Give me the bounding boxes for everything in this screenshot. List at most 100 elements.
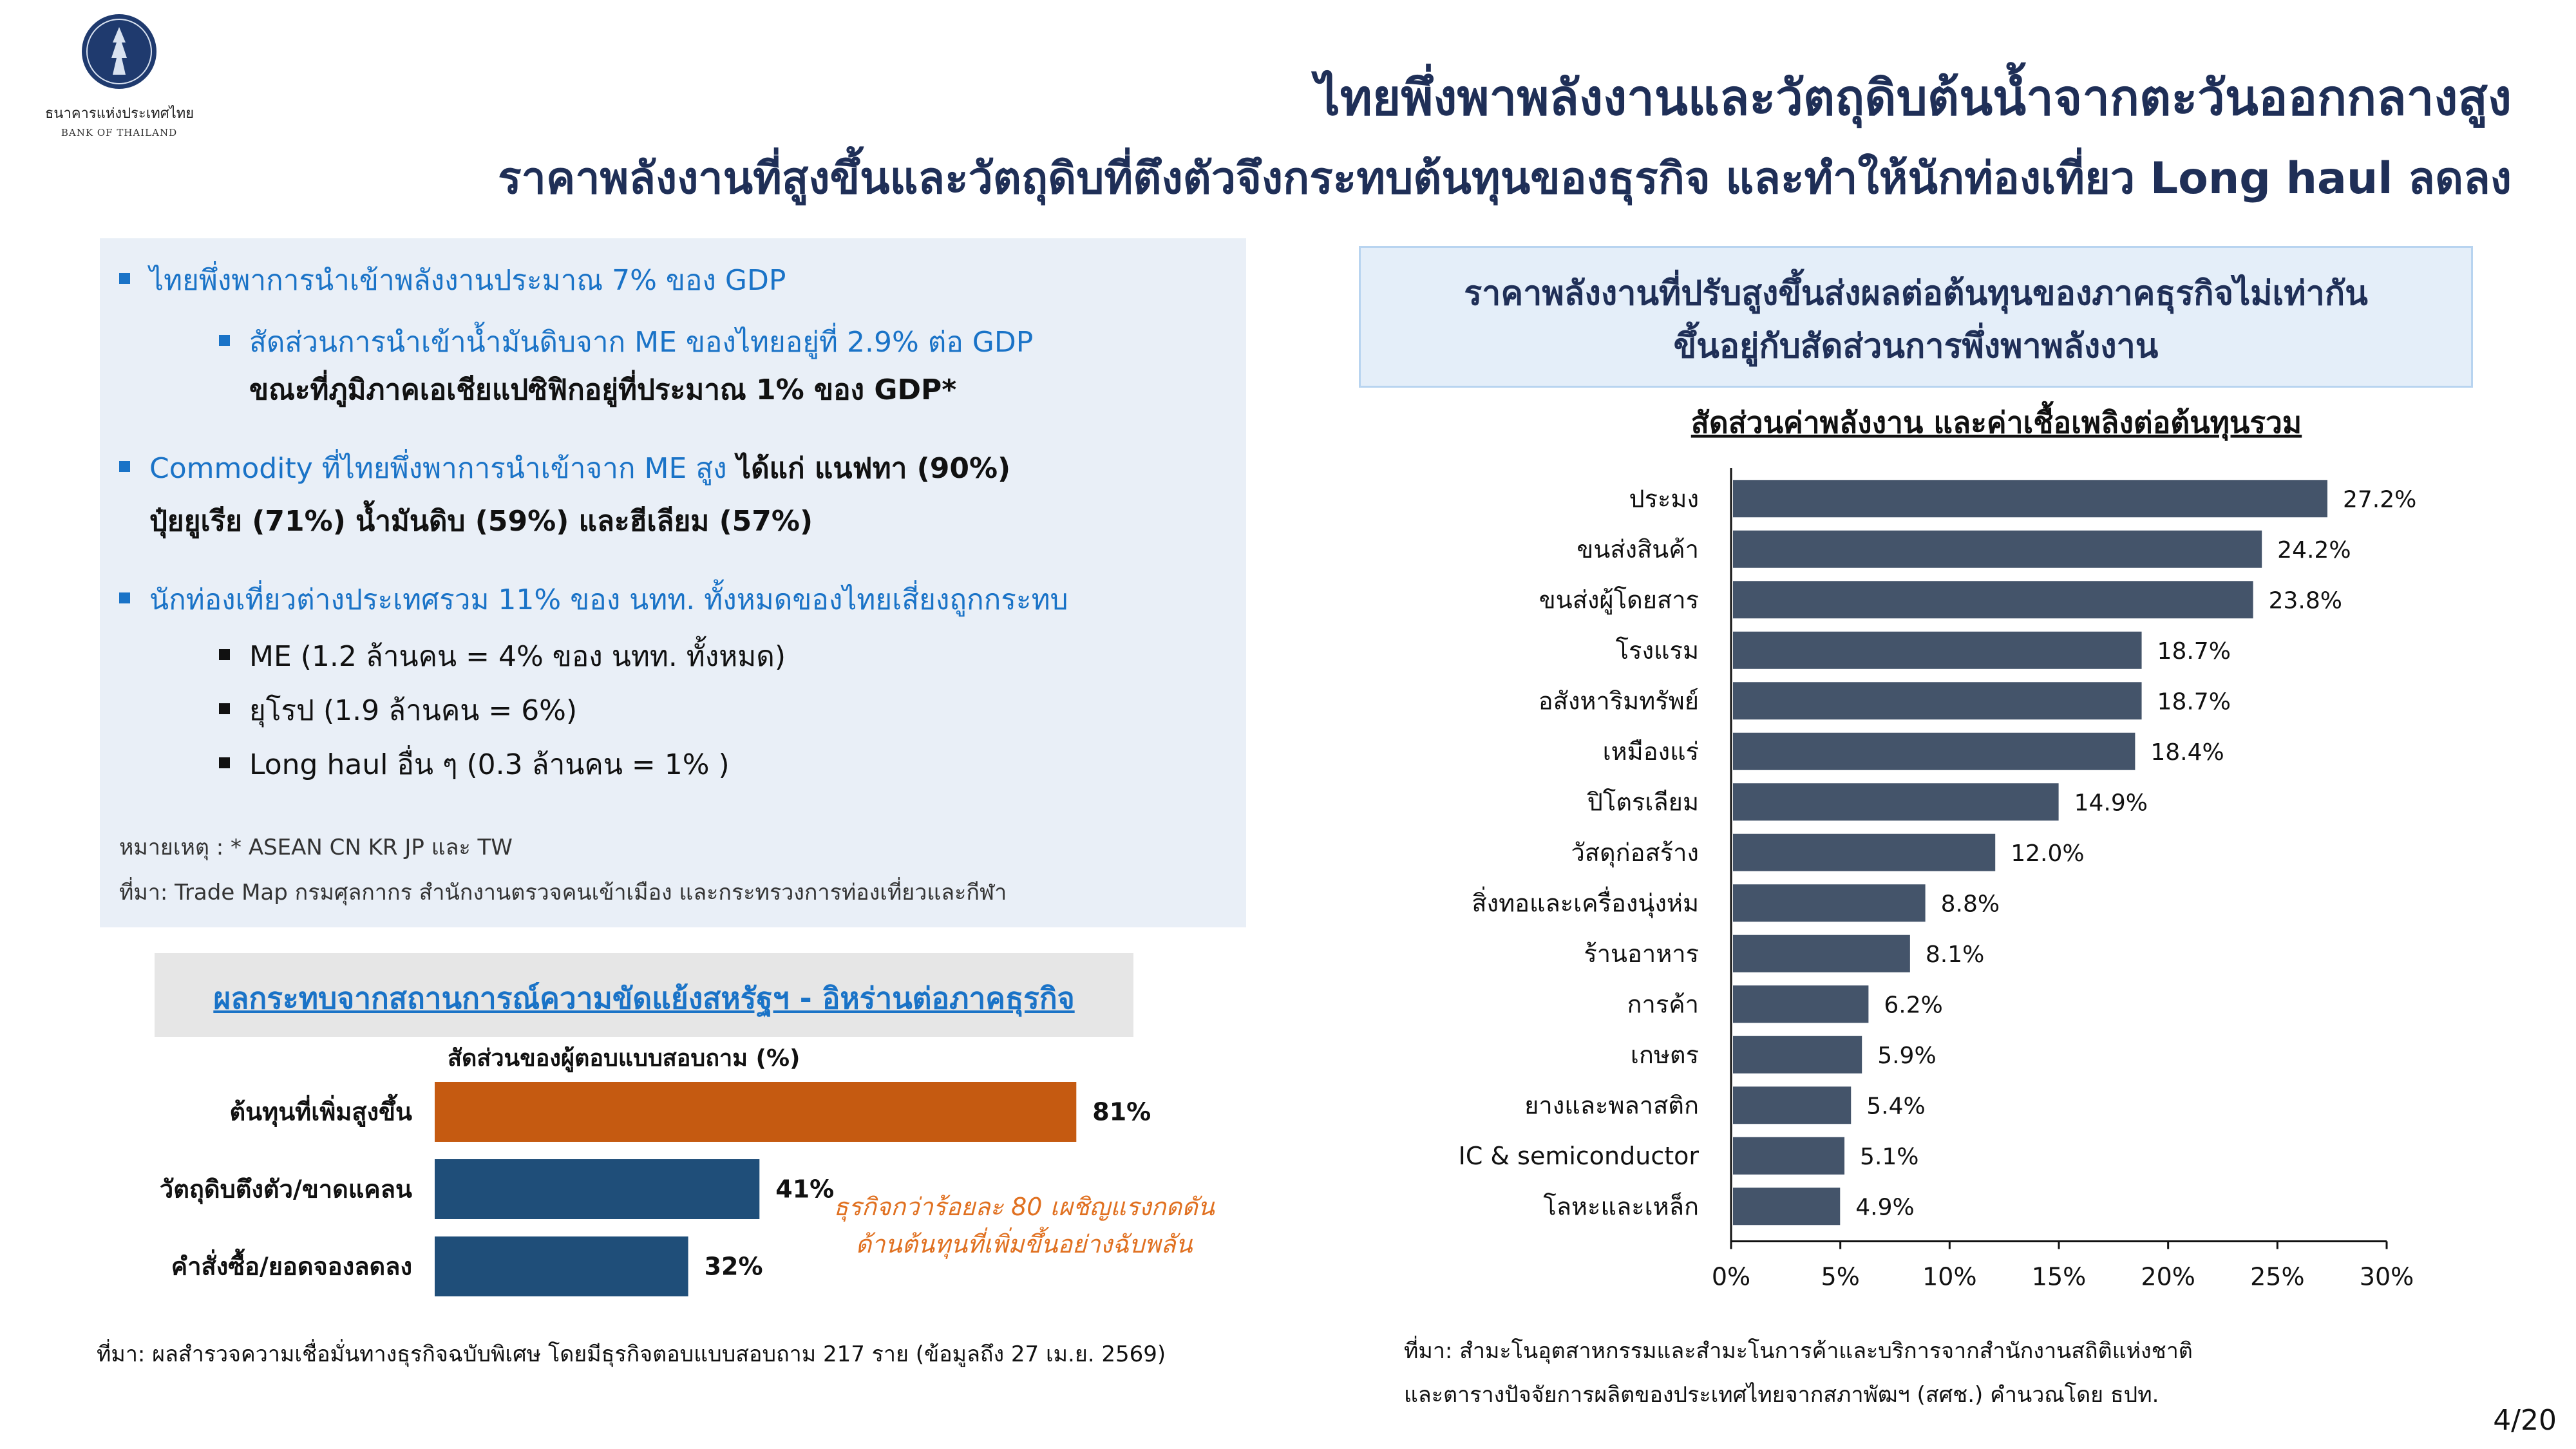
energy-data-label: 5.4% <box>1866 1093 1925 1119</box>
bullet-crude-import: สัดส่วนการนำเข้าน้ำมันดิบจาก ME ของไทยอย… <box>219 319 1033 365</box>
survey-bar-chart: สัดส่วนของผู้ตอบแบบสอบถาม (%) ต้นทุนที่เพ… <box>160 1045 1151 1296</box>
bullet-text-blue: Commodity ที่ไทยพึ่งพาการนำเข้าจาก ME สู… <box>149 452 727 485</box>
survey-category-label: คำสั่งซื้อ/ยอดจองลดลง <box>171 1249 412 1281</box>
energy-bar <box>1733 581 2253 619</box>
survey-axis-label: สัดส่วนของผู้ตอบแบบสอบถาม (%) <box>448 1045 800 1073</box>
survey-category-label: ต้นทุนที่เพิ่มสูงขึ้น <box>229 1094 412 1128</box>
logo-name-th: ธนาคารแห่งประเทศไทย <box>45 106 194 122</box>
energy-bar <box>1733 1137 1845 1175</box>
bullet-square-icon <box>219 703 230 714</box>
summary-line1: ราคาพลังงานที่ปรับสูงขึ้นส่งผลต่อต้นทุนข… <box>1464 274 2368 313</box>
bullet-square-icon <box>219 757 230 768</box>
bullet-square-icon <box>119 460 130 472</box>
energy-category-label: วัสดุก่อสร้าง <box>1571 838 1699 867</box>
bullet-tourists: นักท่องเที่ยวต่างประเทศรวม 11% ของ นทท. … <box>119 577 1068 622</box>
bullet-text: นักท่องเที่ยวต่างประเทศรวม 11% ของ นทท. … <box>149 583 1068 616</box>
bullet-commodity-line2: ปุ๋ยยูเรีย (71%) น้ำมันดิบ (59%) และฮีเล… <box>149 505 813 538</box>
bullet-energy-import: ไทยพึ่งพาการนำเข้าพลังงานประมาณ 7% ของ G… <box>119 258 786 303</box>
bot-logo: ธนาคารแห่งประเทศไทย BANK OF THAILAND <box>45 13 194 142</box>
energy-category-label: ยางและพลาสติก <box>1524 1091 1699 1119</box>
page-subtitle: ราคาพลังงานที่สูงขึ้นและวัตถุดิบที่ตึงตั… <box>498 153 2512 204</box>
energy-bar <box>1733 985 1869 1023</box>
energy-summary-box: ราคาพลังงานที่ปรับสูงขึ้นส่งผลต่อต้นทุนข… <box>1359 246 2473 388</box>
energy-bar <box>1733 833 1996 871</box>
bot-seal-icon <box>82 14 156 89</box>
energy-bar <box>1733 530 2262 568</box>
energy-x-tick-label: 0% <box>1712 1263 1750 1291</box>
energy-category-label: IC & semiconductor <box>1459 1142 1700 1170</box>
energy-bar <box>1733 732 2136 770</box>
energy-cost-bar-chart: สัดส่วนค่าพลังงาน และค่าเชื้อเพลิงต่อต้น… <box>1459 401 2417 1291</box>
energy-bar <box>1733 884 1926 922</box>
survey-data-label: 81% <box>1092 1098 1151 1126</box>
bullet-square-icon <box>219 334 230 346</box>
summary-line2: ขึ้นอยู่กับสัดส่วนการพึ่งพาพลังงาน <box>1673 327 2159 366</box>
energy-bar <box>1733 934 1910 972</box>
energy-chart-title: สัดส่วนค่าพลังงาน และค่าเชื้อเพลิงต่อต้น… <box>1691 401 2302 441</box>
energy-data-label: 24.2% <box>2277 537 2351 564</box>
bullet-square-icon <box>219 649 230 660</box>
energy-x-tick-label: 30% <box>2360 1263 2414 1291</box>
energy-data-label: 4.9% <box>1855 1194 1914 1220</box>
survey-header-text: ผลกระทบจากสถานการณ์ความขัดแย้งสหรัฐฯ - อ… <box>213 981 1075 1016</box>
energy-category-label: เหมืองแร่ <box>1603 737 1699 766</box>
energy-x-tick-label: 5% <box>1821 1263 1860 1291</box>
energy-source-line2: และตารางปัจจัยการผลิตของประเทศไทยจากสภาพ… <box>1404 1382 2159 1408</box>
sub-bullet-longhaul: Long haul อื่น ๆ (0.3 ล้านคน = 1% ) <box>219 742 730 787</box>
logo-name-en: BANK OF THAILAND <box>61 127 178 138</box>
energy-data-label: 14.9% <box>2074 790 2148 816</box>
energy-data-label: 18.7% <box>2157 638 2231 665</box>
energy-category-label: ขนส่งผู้โดยสาร <box>1539 585 1699 614</box>
bullet-text: สัดส่วนการนำเข้าน้ำมันดิบจาก ME ของไทยอย… <box>249 326 1034 359</box>
energy-data-label: 18.7% <box>2157 688 2231 715</box>
bullet-square-icon <box>119 592 130 603</box>
energy-data-label: 27.2% <box>2343 486 2416 513</box>
page-number: 4/20 <box>2493 1404 2557 1437</box>
energy-category-label: เกษตร <box>1631 1041 1699 1069</box>
energy-x-tick-label: 10% <box>1922 1263 1976 1291</box>
energy-bar <box>1733 1086 1852 1124</box>
info-note: หมายเหตุ : * ASEAN CN KR JP และ TW <box>119 835 513 860</box>
energy-data-label: 5.1% <box>1860 1144 1918 1170</box>
sub-bullet-text: ยุโรป (1.9 ล้านคน = 6%) <box>249 694 578 727</box>
energy-category-label: สิ่งทอและเครื่องนุ่งห่ม <box>1472 886 1699 918</box>
energy-data-label: 12.0% <box>2011 840 2084 867</box>
energy-category-label: ขนส่งสินค้า <box>1577 535 1699 564</box>
energy-bar <box>1733 480 2327 518</box>
survey-data-label: 41% <box>775 1175 834 1204</box>
survey-category-label: วัตถุดิบตึงตัว/ขาดแคลน <box>160 1175 412 1205</box>
energy-data-label: 5.9% <box>1877 1043 1936 1069</box>
energy-data-label: 6.2% <box>1884 992 1942 1018</box>
survey-bar <box>435 1236 688 1296</box>
bullet-commodity: Commodity ที่ไทยพึ่งพาการนำเข้าจาก ME สู… <box>119 446 1010 491</box>
energy-category-label: โรงแรม <box>1616 636 1699 665</box>
survey-data-label: 32% <box>705 1253 763 1281</box>
energy-data-label: 18.4% <box>2150 739 2224 766</box>
sub-bullet-europe: ยุโรป (1.9 ล้านคน = 6%) <box>219 688 577 733</box>
energy-source-line1: ที่มา: สำมะโนอุตสาหกรรมและสำมะโนการค้าแล… <box>1404 1338 2193 1364</box>
page-title: ไทยพึ่งพาพลังงานและวัตถุดิบต้นน้ำจากตะวั… <box>1315 69 2512 126</box>
energy-category-label: การค้า <box>1627 990 1699 1018</box>
bullet-apac-line: ขณะที่ภูมิภาคเอเชียแปซิฟิกอยู่ที่ประมาณ … <box>249 374 957 406</box>
energy-category-label: โลหะและเหล็ก <box>1543 1191 1699 1220</box>
info-source: ที่มา: Trade Map กรมศุลกากร สำนักงานตรวจ… <box>119 880 1007 905</box>
energy-data-label: 8.8% <box>1941 891 2000 917</box>
survey-source: ที่มา: ผลสำรวจความเชื่อมั่นทางธุรกิจฉบับ… <box>97 1341 1166 1367</box>
energy-data-label: 8.1% <box>1926 942 1984 968</box>
energy-category-label: ร้านอาหาร <box>1584 940 1699 968</box>
energy-x-tick-label: 15% <box>2032 1263 2086 1291</box>
energy-x-tick-label: 20% <box>2141 1263 2195 1291</box>
sub-bullet-text: ME (1.2 ล้านคน = 4% ของ นทท. ทั้งหมด) <box>249 640 786 673</box>
survey-bar <box>435 1159 760 1219</box>
energy-bar <box>1733 783 2059 821</box>
info-panel: ไทยพึ่งพาการนำเข้าพลังงานประมาณ 7% ของ G… <box>100 238 1246 927</box>
bullet-square-icon <box>119 272 130 284</box>
energy-x-tick-label: 25% <box>2250 1263 2304 1291</box>
survey-callout: ธุรกิจกว่าร้อยละ 80 เผชิญแรงกดดัน ด้านต้… <box>799 1188 1249 1263</box>
energy-category-label: ประมง <box>1629 484 1699 513</box>
sub-bullet-text: Long haul อื่น ๆ (0.3 ล้านคน = 1% ) <box>249 748 730 781</box>
survey-chart-header: ผลกระทบจากสถานการณ์ความขัดแย้งสหรัฐฯ - อ… <box>155 953 1133 1037</box>
sub-bullet-me: ME (1.2 ล้านคน = 4% ของ นทท. ทั้งหมด) <box>219 634 786 679</box>
bullet-text-rest: ได้แก่ แนฟทา (90%) <box>726 452 1011 485</box>
callout-line1: ธุรกิจกว่าร้อยละ 80 เผชิญแรงกดดัน <box>833 1193 1215 1221</box>
